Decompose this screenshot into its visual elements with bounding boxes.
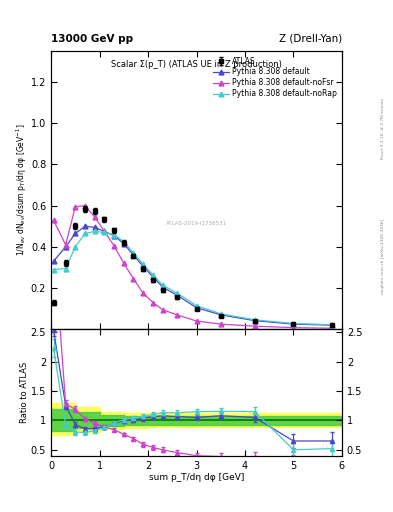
Pythia 8.308 default-noRap xyxy=(330,322,334,328)
Pythia 8.308 default xyxy=(330,322,334,328)
Legend: ATLAS, Pythia 8.308 default, Pythia 8.308 default-noFsr, Pythia 8.308 default-no: ATLAS, Pythia 8.308 default, Pythia 8.30… xyxy=(212,55,338,100)
Pythia 8.308 default-noRap xyxy=(131,250,136,256)
Pythia 8.308 default-noFsr xyxy=(175,312,180,318)
Pythia 8.308 default-noRap xyxy=(63,265,68,271)
Pythia 8.308 default-noFsr xyxy=(63,242,68,248)
Pythia 8.308 default xyxy=(73,230,78,237)
Pythia 8.308 default-noFsr xyxy=(73,204,78,210)
Pythia 8.308 default-noFsr xyxy=(219,321,223,327)
Line: Pythia 8.308 default: Pythia 8.308 default xyxy=(51,224,335,328)
Pythia 8.308 default xyxy=(252,317,257,324)
Text: Scalar Σ(p_T) (ATLAS UE in Z production): Scalar Σ(p_T) (ATLAS UE in Z production) xyxy=(111,59,282,69)
Pythia 8.308 default-noFsr xyxy=(131,276,136,282)
Pythia 8.308 default-noFsr xyxy=(151,300,155,306)
Pythia 8.308 default xyxy=(175,292,180,298)
Y-axis label: Ratio to ATLAS: Ratio to ATLAS xyxy=(20,362,29,423)
Pythia 8.308 default xyxy=(83,223,87,229)
Pythia 8.308 default xyxy=(63,244,68,250)
Pythia 8.308 default-noFsr xyxy=(194,318,199,324)
Line: Pythia 8.308 default-noFsr: Pythia 8.308 default-noFsr xyxy=(51,203,335,331)
Pythia 8.308 default xyxy=(194,305,199,311)
Pythia 8.308 default xyxy=(121,241,126,247)
Pythia 8.308 default-noRap xyxy=(121,239,126,245)
Pythia 8.308 default-noRap xyxy=(112,231,116,238)
Pythia 8.308 default xyxy=(92,224,97,230)
Pythia 8.308 default xyxy=(102,228,107,234)
Pythia 8.308 default xyxy=(219,312,223,318)
Pythia 8.308 default-noFsr xyxy=(102,228,107,234)
Pythia 8.308 default-noFsr xyxy=(92,214,97,220)
Pythia 8.308 default-noRap xyxy=(102,229,107,236)
X-axis label: sum p_T/dη dφ [GeV]: sum p_T/dη dφ [GeV] xyxy=(149,473,244,482)
Pythia 8.308 default-noRap xyxy=(291,321,296,327)
Pythia 8.308 default xyxy=(112,232,116,239)
Pythia 8.308 default-noFsr xyxy=(83,203,87,209)
Pythia 8.308 default-noFsr xyxy=(121,260,126,266)
Pythia 8.308 default-noRap xyxy=(252,317,257,323)
Text: mcplots.cern.ch [arXiv:1306.3436]: mcplots.cern.ch [arXiv:1306.3436] xyxy=(381,219,385,293)
Pythia 8.308 default-noRap xyxy=(51,266,56,272)
Pythia 8.308 default-noFsr xyxy=(330,325,334,331)
Pythia 8.308 default-noRap xyxy=(219,311,223,317)
Pythia 8.308 default-noFsr xyxy=(291,325,296,331)
Pythia 8.308 default-noRap xyxy=(92,228,97,234)
Text: ATLAS-2019-I1736531: ATLAS-2019-I1736531 xyxy=(166,221,227,226)
Pythia 8.308 default-noRap xyxy=(83,230,87,237)
Pythia 8.308 default xyxy=(291,321,296,327)
Pythia 8.308 default xyxy=(160,284,165,290)
Pythia 8.308 default-noFsr xyxy=(141,290,145,296)
Pythia 8.308 default-noRap xyxy=(151,272,155,278)
Pythia 8.308 default-noFsr xyxy=(252,323,257,329)
Pythia 8.308 default-noRap xyxy=(175,290,180,296)
Pythia 8.308 default xyxy=(141,263,145,269)
Text: 13000 GeV pp: 13000 GeV pp xyxy=(51,33,133,44)
Pythia 8.308 default-noRap xyxy=(194,303,199,309)
Pythia 8.308 default xyxy=(151,274,155,280)
Pythia 8.308 default xyxy=(131,252,136,258)
Pythia 8.308 default-noFsr xyxy=(112,243,116,249)
Text: Rivet 3.1.10, ≥ 2.7M events: Rivet 3.1.10, ≥ 2.7M events xyxy=(381,97,385,159)
Y-axis label: 1/N$_{ev}$ dN$_{ev}$/dsum p$_T$/dη dφ [GeV$^{-1}$]: 1/N$_{ev}$ dN$_{ev}$/dsum p$_T$/dη dφ [G… xyxy=(15,124,29,257)
Pythia 8.308 default-noFsr xyxy=(51,217,56,223)
Pythia 8.308 default-noRap xyxy=(73,244,78,250)
Text: Z (Drell-Yan): Z (Drell-Yan) xyxy=(279,33,342,44)
Pythia 8.308 default-noFsr xyxy=(160,307,165,313)
Pythia 8.308 default-noRap xyxy=(141,261,145,267)
Line: Pythia 8.308 default-noRap: Pythia 8.308 default-noRap xyxy=(51,229,335,327)
Pythia 8.308 default-noRap xyxy=(160,282,165,288)
Pythia 8.308 default xyxy=(51,258,56,264)
